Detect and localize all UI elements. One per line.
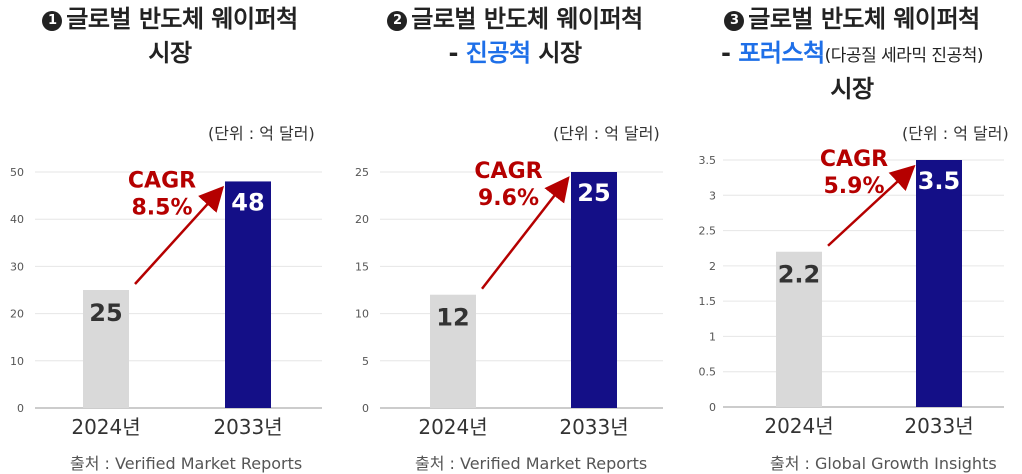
y-tick-label: 5 [362,355,369,368]
bar-2024 [776,251,822,407]
y-tick-label: 10 [355,308,369,321]
unit-label-2: (단위 : 억 달러) [553,124,660,143]
chart-title-2: 2 글로벌 반도체 웨이퍼척 [345,2,685,36]
title-line2-prefix-2: - [448,39,466,67]
title-line2-suffix-2: 시장 [530,39,582,67]
bar-value-label: 2.2 [778,261,821,289]
title-highlight-2: 진공척 [465,39,531,67]
y-tick-label: 0 [17,402,24,415]
chart-title-3-line3: 시장 [682,72,1022,106]
title-line3-3: 시장 [830,75,874,103]
y-tick-label: 25 [355,166,369,179]
badge-1: 1 [42,11,63,31]
title-line1-2: 글로벌 반도체 웨이퍼척 [411,5,643,33]
cagr-arrow [827,164,916,247]
x-category-label: 2033년 [904,414,973,438]
badge-2: 2 [387,11,408,31]
y-tick-label: 3 [709,189,716,202]
bar-value-label: 3.5 [918,167,961,195]
y-tick-label: 2 [709,260,716,273]
cagr-value: 8.5% [131,195,192,220]
y-tick-label: 2.5 [699,225,717,238]
y-tick-label: 0 [362,402,369,415]
x-category-label: 2033년 [213,415,282,439]
chart-title-1: 1 글로벌 반도체 웨이퍼척 [0,2,340,36]
y-tick-label: 0.5 [699,366,717,379]
cagr-value: 9.6% [478,186,539,211]
y-tick-label: 1 [709,330,716,343]
source-label-2: 출처 : Verified Market Reports [415,454,648,473]
cagr-label: CAGR [128,168,196,193]
title-line2-suffix-1: 시장 [148,39,192,67]
bar-value-label: 12 [436,304,469,332]
unit-label-1: (단위 : 억 달러) [208,124,315,143]
y-tick-label: 30 [10,260,24,273]
cagr-arrow [134,185,225,285]
y-tick-label: 50 [10,166,24,179]
chart-panel-3: 3 글로벌 반도체 웨이퍼척 - 포러스척(다공질 세라믹 진공척) 시장 (단위… [682,0,1022,473]
y-tick-label: 20 [355,213,369,226]
badge-3: 3 [724,11,745,31]
y-tick-label: 15 [355,260,369,273]
title-highlight-3: 포러스척 [738,39,825,67]
chart-panel-1: 1 글로벌 반도체 웨이퍼척 시장 (단위 : 억 달러) 0 10 20 30 40 50… [0,0,340,473]
x-category-label: 2024년 [764,414,833,438]
y-tick-label: 10 [10,355,24,368]
x-category-label: 2024년 [418,415,487,439]
cagr-arrow [481,176,570,290]
y-tick-label: 1.5 [699,295,717,308]
title-line2-prefix-3: - [721,39,739,67]
source-label-3: 출처 : Global Growth Insights [770,454,997,473]
bar-2024 [83,290,129,408]
title-line1-1: 글로벌 반도체 웨이퍼척 [66,5,298,33]
x-category-label: 2033년 [559,415,628,439]
source-label-1: 출처 : Verified Market Reports [70,454,303,473]
bar-value-label: 25 [577,179,610,207]
x-category-label: 2024년 [71,415,140,439]
cagr-value: 5.9% [823,174,884,199]
cagr-label: CAGR [820,147,888,172]
bar-2033 [571,172,617,408]
cagr-label: CAGR [474,159,542,184]
y-tick-label: 3.5 [699,154,717,167]
chart-panel-2: 2 글로벌 반도체 웨이퍼척 - 진공척 시장 (단위 : 억 달러) 0 5 10 1… [345,0,685,473]
y-tick-label: 0 [709,401,716,414]
chart-title-2-line2: - 진공척 시장 [345,36,685,70]
unit-label-3: (단위 : 억 달러) [902,124,1009,143]
title-line1-3: 글로벌 반도체 웨이퍼척 [748,5,980,33]
chart-title-1-line2: 시장 [0,36,340,70]
y-tick-label: 40 [10,213,24,226]
chart-title-3: 3 글로벌 반도체 웨이퍼척 [682,2,1022,36]
bar-value-label: 48 [231,188,264,216]
chart-title-3-line2: - 포러스척(다공질 세라믹 진공척) [682,36,1022,73]
bar-2024 [430,294,476,408]
bar-2033 [225,181,271,408]
bar-2033 [916,160,962,407]
bar-value-label: 25 [89,299,122,327]
y-tick-label: 20 [10,308,24,321]
title-paren-3: (다공질 세라믹 진공척) [824,46,984,66]
